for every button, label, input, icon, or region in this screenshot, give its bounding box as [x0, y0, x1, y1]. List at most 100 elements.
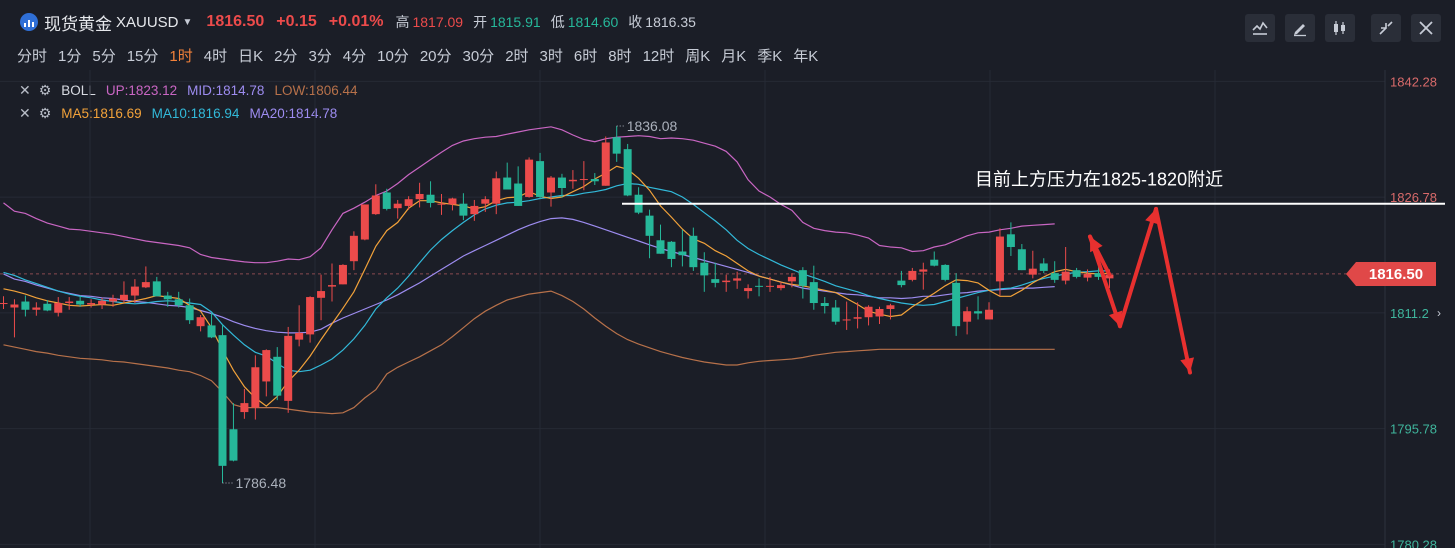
candle [130, 279, 139, 304]
candle-body [919, 269, 928, 272]
period-tab[interactable]: 日K [238, 48, 264, 65]
candle [459, 193, 468, 221]
candle-body [251, 367, 260, 408]
candles-icon [1334, 21, 1345, 35]
period-tab[interactable]: 10分 [377, 48, 409, 65]
projection-arrow-segment [1118, 206, 1158, 329]
ma5-line [3, 165, 1110, 407]
candle [568, 170, 577, 189]
candle-body [185, 305, 194, 321]
candle-body [875, 309, 884, 317]
period-tab[interactable]: 15分 [126, 48, 159, 65]
period-tab[interactable]: 20分 [419, 48, 452, 65]
candle-body [317, 291, 326, 298]
period-tab[interactable]: 4分 [342, 48, 367, 65]
candle [842, 301, 851, 330]
candle-body [700, 262, 709, 276]
candle [87, 299, 96, 308]
candle-body [492, 178, 501, 204]
candle [0, 296, 8, 309]
candle [76, 295, 85, 307]
low-mark-label: 1786.48 [236, 475, 287, 491]
projection-arrow-head [1180, 357, 1195, 373]
candle-type-button[interactable] [1325, 14, 1355, 42]
line-chart-icon [1252, 21, 1268, 35]
candle-body [525, 159, 534, 197]
chevron-down-icon[interactable]: ▼ [182, 16, 193, 28]
chevron-right-icon[interactable]: › [1437, 306, 1441, 320]
candle-body [503, 177, 512, 190]
period-tab[interactable]: 5分 [92, 48, 116, 65]
candle [678, 229, 687, 267]
period-tab[interactable]: 4时 [203, 48, 228, 65]
instrument-symbol[interactable]: XAUUSD [116, 13, 179, 31]
period-tab[interactable]: 3时 [539, 48, 563, 65]
close-value: 1816.35 [645, 14, 696, 30]
period-tab[interactable]: 周K [685, 48, 711, 65]
period-tab[interactable]: 6时 [573, 48, 598, 65]
candle [645, 209, 654, 259]
close-indicator-icon[interactable]: ✕ [19, 82, 31, 98]
candle-body [941, 264, 950, 280]
candle [1061, 247, 1070, 285]
period-tab[interactable]: 30分 [462, 48, 495, 65]
candle [152, 276, 161, 297]
candle-body [459, 203, 468, 216]
candle-body [579, 179, 588, 181]
line-chart-button[interactable] [1245, 14, 1275, 42]
period-tab[interactable]: 季K [757, 48, 783, 65]
candle-body [130, 286, 139, 296]
candle [612, 126, 621, 162]
candle [689, 227, 698, 271]
candle-body [645, 215, 654, 236]
candle [32, 302, 41, 316]
draw-tool-button[interactable] [1285, 14, 1315, 42]
candle [941, 264, 950, 282]
candle [1083, 269, 1092, 282]
candle [218, 324, 227, 484]
candle-body [109, 298, 117, 302]
projection-arrow-head [1108, 310, 1123, 327]
close-indicator-icon[interactable]: ✕ [19, 105, 31, 121]
gear-icon[interactable]: ⚙ [38, 105, 52, 121]
candle-body [382, 192, 391, 209]
candle [798, 267, 807, 299]
projection-arrow-segment [1088, 234, 1122, 329]
candle [10, 299, 19, 338]
period-tab[interactable]: 2时 [505, 48, 529, 65]
candle-body [393, 203, 402, 209]
chart-toolbar [1245, 14, 1441, 42]
period-tab[interactable]: 3分 [308, 48, 332, 65]
candle-body [0, 303, 8, 305]
candle-body [547, 177, 555, 193]
candle-body [568, 179, 577, 182]
candle [273, 347, 282, 401]
gear-icon[interactable]: ⚙ [38, 82, 52, 98]
collapse-button[interactable] [1371, 14, 1401, 42]
period-tab[interactable]: 年K [793, 48, 819, 65]
chart-header: 现货黄金 XAUUSD ▼ 1816.50 +0.15 +0.01% 高 181… [0, 0, 1455, 44]
instrument-name[interactable]: 现货黄金 [44, 14, 112, 34]
period-tab[interactable]: 1时 [169, 48, 193, 65]
candle-body [1039, 263, 1048, 271]
candle [481, 196, 490, 212]
period-tab[interactable]: 月K [721, 48, 747, 65]
candle [897, 270, 906, 288]
period-tab[interactable]: 1分 [58, 48, 82, 65]
candle [448, 197, 457, 211]
period-tab[interactable]: 分时 [17, 48, 48, 65]
candle [831, 300, 840, 325]
period-tab[interactable]: 8时 [608, 48, 632, 65]
candle [119, 281, 128, 303]
candle-body [744, 288, 753, 292]
candle [744, 284, 753, 299]
candle-body [338, 264, 347, 285]
period-tab[interactable]: 2分 [274, 48, 298, 65]
period-tab[interactable]: 12时 [642, 48, 675, 65]
candle-body [196, 317, 205, 327]
chart-grid [0, 70, 1386, 548]
open-label: 开 [473, 14, 488, 30]
boll-low-value: LOW:1806.44 [274, 83, 358, 98]
close-button[interactable] [1411, 14, 1441, 42]
